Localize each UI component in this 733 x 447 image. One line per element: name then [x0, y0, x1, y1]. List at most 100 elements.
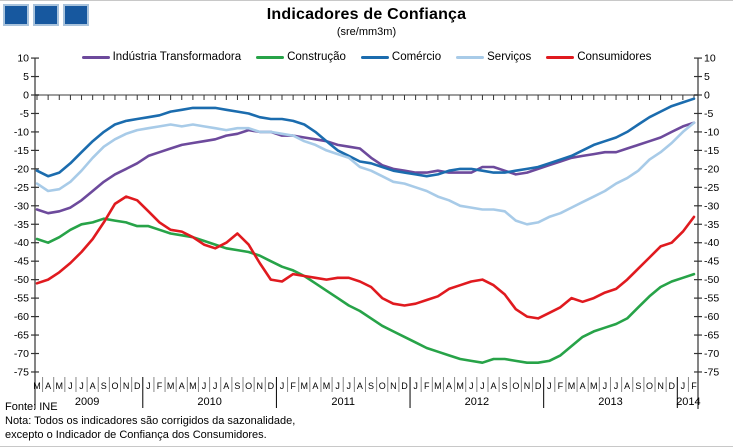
y-tick-label-left: -65	[14, 330, 29, 342]
month-label: N	[390, 381, 397, 391]
month-label: A	[90, 381, 96, 391]
month-label: J	[280, 381, 285, 391]
month-label: A	[179, 381, 185, 391]
month-label: O	[111, 381, 118, 391]
y-tick-label-left: -60	[14, 311, 29, 323]
month-label: F	[691, 381, 697, 391]
year-label: 2009	[75, 396, 99, 408]
logo-square	[63, 4, 89, 26]
y-tick-label-left: -35	[14, 219, 29, 231]
legend-item-1: Indústria Transformadora	[81, 51, 242, 63]
source-note: Fonte: INE	[5, 401, 58, 413]
month-label: A	[312, 381, 318, 391]
logo-square	[3, 4, 29, 26]
month-label: J	[79, 381, 84, 391]
legend-label: Comércio	[391, 51, 442, 63]
y-tick-label-right: 5	[704, 71, 710, 83]
legend-swatch	[546, 55, 575, 59]
month-label: A	[223, 381, 229, 391]
month-label: J	[202, 381, 207, 391]
y-tick-label-right: -50	[704, 274, 719, 286]
y-tick-label-right: -35	[704, 219, 719, 231]
year-label: 2013	[598, 396, 622, 408]
series-line-consumidores	[35, 195, 696, 320]
month-label: A	[357, 381, 363, 391]
legend-item-2: Construção	[256, 51, 346, 63]
logo-square	[33, 4, 59, 26]
y-tick-label-right: 0	[704, 90, 710, 102]
month-label: J	[68, 381, 73, 391]
month-label: M	[301, 381, 309, 391]
chart-title: Indicadores de Confiança	[266, 6, 467, 23]
month-label: A	[45, 381, 51, 391]
y-tick-label-left: -10	[14, 126, 29, 138]
month-label: D	[535, 381, 542, 391]
series-line-servi-os	[35, 121, 696, 226]
month-label: J	[480, 381, 485, 391]
footnote-line-1: Nota: Todos os indicadores são corrigido…	[5, 415, 296, 427]
series-line-constru-o	[35, 217, 696, 365]
month-label: N	[123, 381, 130, 391]
month-label: M	[590, 381, 598, 391]
y-tick-label-right: -30	[704, 200, 719, 212]
month-label: N	[657, 381, 664, 391]
y-tick-label-right: -60	[704, 311, 719, 323]
legend-swatch	[456, 55, 485, 59]
y-tick-label-left: -45	[14, 256, 29, 268]
legend-label: Indústria Transformadora	[112, 51, 242, 63]
month-label: J	[614, 381, 619, 391]
year-label: 2014	[676, 396, 700, 408]
y-tick-label-right: -5	[704, 108, 713, 120]
month-label: J	[146, 381, 151, 391]
y-tick-label-right: -45	[704, 256, 719, 268]
y-tick-label-left: 10	[17, 53, 29, 65]
month-label: D	[668, 381, 675, 391]
legend-swatch	[256, 55, 285, 59]
y-tick-label-left: -30	[14, 200, 29, 212]
month-label: A	[580, 381, 586, 391]
y-tick-label-right: -20	[704, 163, 719, 175]
month-label: J	[335, 381, 340, 391]
year-label: 2010	[197, 396, 221, 408]
month-label: S	[635, 381, 641, 391]
year-label: 2012	[465, 396, 489, 408]
month-label: S	[234, 381, 240, 391]
month-label: A	[624, 381, 630, 391]
legend-label: Construção	[287, 51, 346, 63]
month-label: J	[413, 381, 418, 391]
month-label: M	[434, 381, 442, 391]
month-label: F	[290, 381, 296, 391]
month-label: O	[379, 381, 386, 391]
zero-gridline-group	[35, 94, 698, 100]
legend-item-4: Serviços	[456, 51, 531, 63]
month-label: M	[189, 381, 197, 391]
month-label: J	[213, 381, 218, 391]
month-label: M	[167, 381, 175, 391]
month-label: O	[512, 381, 519, 391]
y-tick-label-right: -25	[704, 182, 719, 194]
footnote-line-2: excepto o Indicador de Confiança dos Con…	[5, 429, 267, 441]
legend-label: Consumidores	[577, 51, 652, 63]
series-line-ind-stria-transformadora	[35, 121, 696, 215]
month-label: F	[558, 381, 564, 391]
month-label: A	[491, 381, 497, 391]
y-tick-label-left: 5	[23, 71, 29, 83]
month-label: N	[256, 381, 263, 391]
legend-swatch	[360, 55, 389, 59]
month-label: F	[157, 381, 163, 391]
month-label: J	[469, 381, 474, 391]
y-tick-label-right: -65	[704, 330, 719, 342]
y-tick-label-left: -15	[14, 145, 29, 157]
month-label: J	[347, 381, 352, 391]
legend-item-3: Comércio	[360, 51, 442, 63]
chart-legend: Indústria Transformadora Construção Comérc…	[0, 51, 733, 63]
month-label: S	[368, 381, 374, 391]
y-tick-label-right: 10	[704, 53, 716, 65]
y-tick-label-left: -70	[14, 348, 29, 360]
y-tick-label-left: -75	[14, 366, 29, 378]
y-tick-label-right: -55	[704, 293, 719, 305]
chart-subtitle: (sre/mm3m)	[336, 26, 397, 38]
month-label: M	[456, 381, 464, 391]
